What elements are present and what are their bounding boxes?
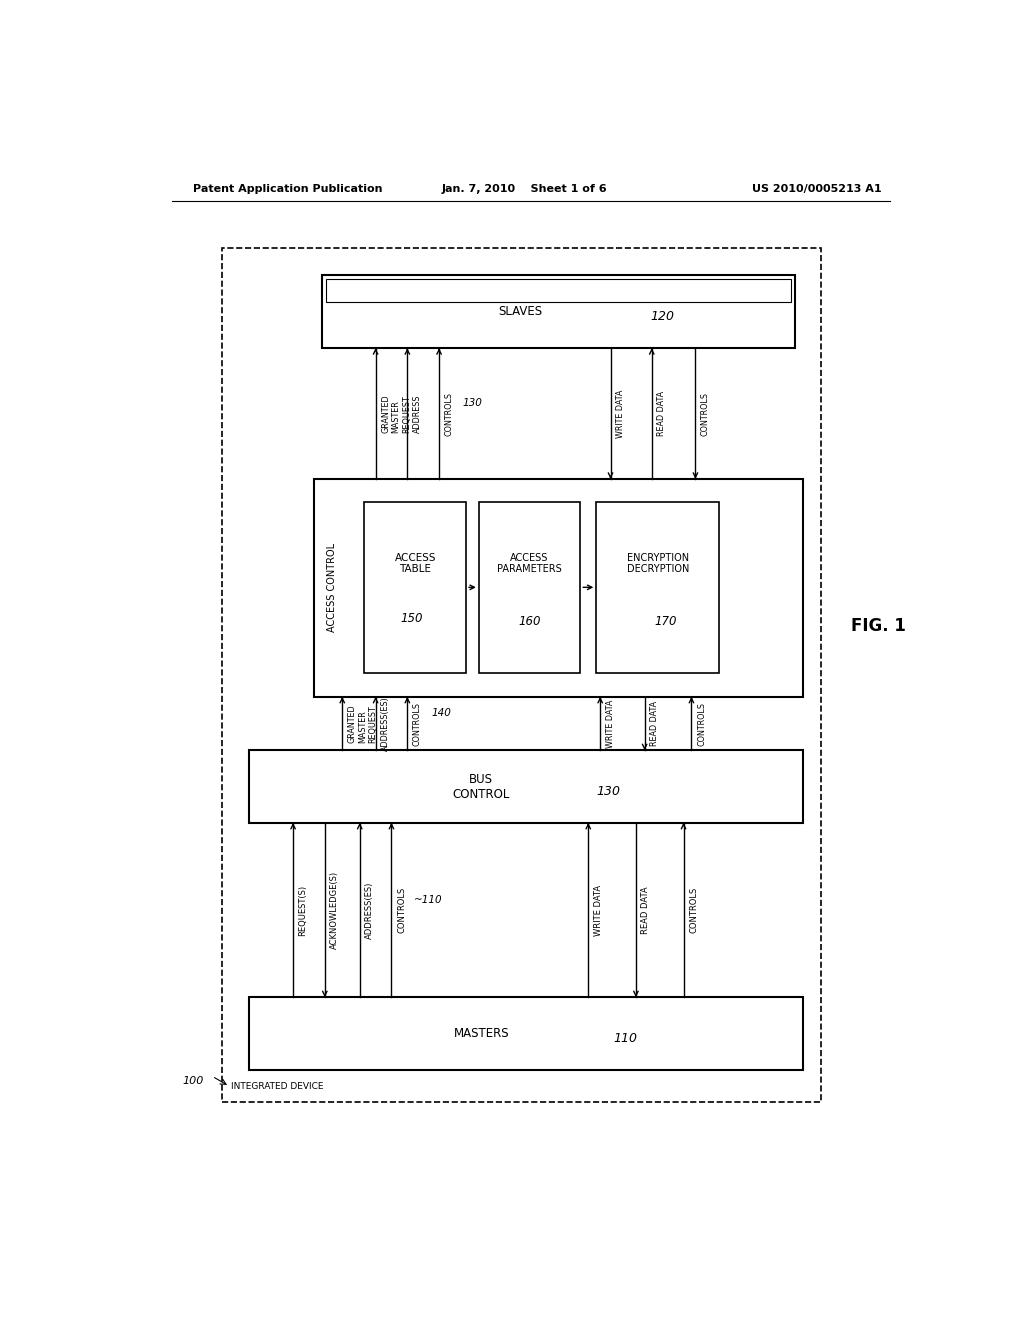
Bar — [596, 502, 719, 673]
Text: GRANTED
MASTER
REQUEST: GRANTED MASTER REQUEST — [381, 395, 411, 433]
Text: READ DATA: READ DATA — [650, 701, 659, 746]
Text: CONTROLS: CONTROLS — [413, 701, 422, 746]
Text: ~110: ~110 — [414, 895, 442, 906]
Text: ACCESS
TABLE: ACCESS TABLE — [394, 553, 436, 574]
Bar — [327, 280, 791, 302]
Text: 150: 150 — [400, 611, 423, 624]
Text: 170: 170 — [654, 615, 677, 628]
Text: 110: 110 — [613, 1032, 637, 1045]
Bar — [221, 248, 821, 1102]
Bar — [323, 276, 795, 348]
Text: ADDRESS(ES): ADDRESS(ES) — [366, 882, 375, 939]
Bar — [365, 502, 466, 673]
Text: WRITE DATA: WRITE DATA — [606, 700, 614, 747]
Text: REQUEST(S): REQUEST(S) — [299, 884, 307, 936]
Text: ACCESS
PARAMETERS: ACCESS PARAMETERS — [498, 553, 562, 574]
Text: WRITE DATA: WRITE DATA — [594, 884, 603, 936]
Text: 140: 140 — [431, 709, 451, 718]
Text: ACCESS CONTROL: ACCESS CONTROL — [327, 544, 337, 632]
Text: Patent Application Publication: Patent Application Publication — [194, 183, 383, 194]
Text: ACKNOWLEDGE(S): ACKNOWLEDGE(S) — [331, 871, 339, 949]
Text: Jan. 7, 2010    Sheet 1 of 6: Jan. 7, 2010 Sheet 1 of 6 — [442, 183, 607, 194]
Text: 100: 100 — [182, 1076, 204, 1086]
Text: 130: 130 — [463, 399, 482, 408]
Bar — [249, 750, 803, 824]
Text: GRANTED
MASTER
REQUEST: GRANTED MASTER REQUEST — [348, 704, 378, 743]
Text: 130: 130 — [597, 785, 621, 799]
Text: CONTROLS: CONTROLS — [701, 392, 710, 436]
Text: READ DATA: READ DATA — [657, 391, 667, 436]
Text: US 2010/0005213 A1: US 2010/0005213 A1 — [753, 183, 882, 194]
Text: MASTERS: MASTERS — [454, 1027, 509, 1040]
Text: 160: 160 — [518, 615, 541, 628]
Text: SLAVES: SLAVES — [499, 305, 543, 318]
Text: FIG. 1: FIG. 1 — [851, 616, 905, 635]
Text: 120: 120 — [650, 310, 675, 323]
Bar — [249, 997, 803, 1071]
Text: WRITE DATA: WRITE DATA — [616, 389, 625, 438]
Text: INTEGRATED DEVICE: INTEGRATED DEVICE — [231, 1082, 324, 1092]
Text: ENCRYPTION
DECRYPTION: ENCRYPTION DECRYPTION — [627, 553, 689, 574]
Text: BUS
CONTROL: BUS CONTROL — [453, 772, 510, 800]
Text: CONTROLS: CONTROLS — [397, 887, 407, 933]
Text: CONTROLS: CONTROLS — [444, 392, 454, 436]
Text: CONTROLS: CONTROLS — [689, 887, 698, 933]
Bar — [314, 479, 803, 697]
Bar — [479, 502, 581, 673]
Text: ADDRESS(ES): ADDRESS(ES) — [381, 696, 390, 751]
Text: READ DATA: READ DATA — [641, 886, 650, 933]
Text: ADDRESS: ADDRESS — [413, 395, 422, 433]
Text: CONTROLS: CONTROLS — [697, 701, 706, 746]
